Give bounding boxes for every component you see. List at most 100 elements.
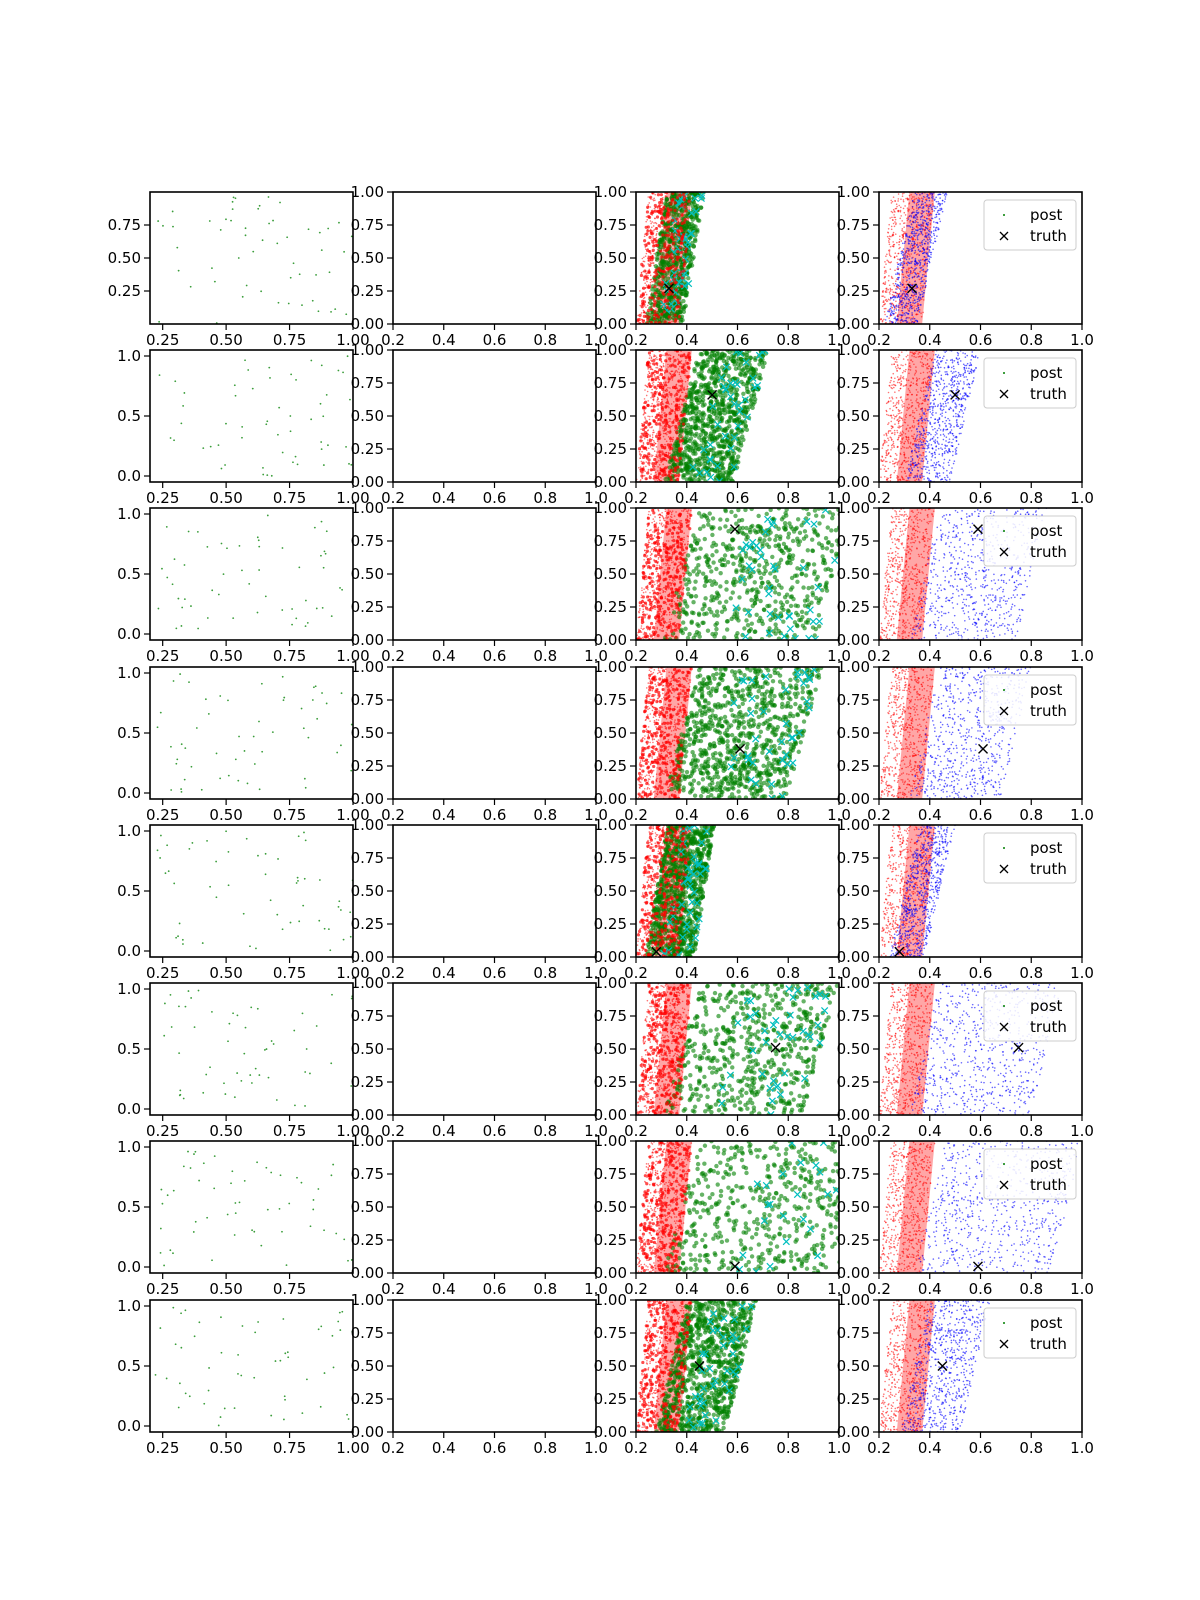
red-point xyxy=(662,270,665,273)
red-point xyxy=(413,465,415,467)
red-point xyxy=(408,250,411,253)
red-point xyxy=(439,381,441,383)
red-point xyxy=(653,225,655,227)
red-point xyxy=(411,419,413,421)
red-point xyxy=(434,287,436,289)
red-point xyxy=(428,229,430,231)
red-point xyxy=(417,362,419,364)
red-point xyxy=(407,294,409,296)
red-point xyxy=(644,235,646,237)
data-point xyxy=(272,220,274,222)
data-point xyxy=(337,370,339,372)
red-point xyxy=(654,199,656,201)
red-point xyxy=(413,221,415,223)
red-point xyxy=(429,426,431,428)
red-point xyxy=(414,237,416,239)
panel-r1-c4-ytick-label: 0.25 xyxy=(837,282,870,300)
red-point xyxy=(408,198,411,201)
red-point xyxy=(410,244,412,246)
green-point xyxy=(439,291,443,295)
red-point xyxy=(432,217,434,219)
red-point xyxy=(405,246,408,249)
green-point xyxy=(453,208,457,212)
red-point xyxy=(412,222,414,224)
green-point xyxy=(434,223,438,227)
red-point xyxy=(438,268,441,271)
red-point xyxy=(399,260,401,262)
green-point xyxy=(449,205,453,209)
red-point xyxy=(402,237,405,240)
green-point xyxy=(422,278,426,282)
red-point xyxy=(416,193,418,195)
green-point xyxy=(440,274,444,278)
red-point xyxy=(429,423,431,425)
green-point xyxy=(431,263,435,267)
red-point xyxy=(412,243,415,246)
red-point xyxy=(415,316,418,319)
green-point xyxy=(414,278,418,282)
green-point xyxy=(452,200,456,204)
red-point xyxy=(893,308,895,310)
red-point xyxy=(417,320,419,322)
red-point xyxy=(426,218,429,221)
blue-point xyxy=(914,231,916,233)
red-point xyxy=(411,475,413,477)
red-point xyxy=(420,269,422,271)
data-point xyxy=(262,474,264,476)
data-point xyxy=(329,271,331,273)
red-point xyxy=(405,457,407,459)
blue-point xyxy=(914,268,916,270)
red-point xyxy=(433,278,435,280)
green-point xyxy=(409,296,413,300)
red-point xyxy=(414,306,416,308)
blue-point xyxy=(921,242,923,244)
green-point xyxy=(437,220,441,224)
red-point xyxy=(880,318,882,320)
red-point xyxy=(648,250,651,253)
green-point xyxy=(432,275,436,279)
blue-point xyxy=(911,321,913,323)
red-point xyxy=(405,243,407,245)
blue-point xyxy=(900,283,902,285)
red-point xyxy=(889,251,891,253)
red-point xyxy=(426,277,428,279)
red-point xyxy=(438,253,440,255)
blue-point xyxy=(921,231,923,233)
green-point xyxy=(413,274,417,278)
blue-point xyxy=(912,247,914,249)
green-point xyxy=(419,273,423,277)
red-point xyxy=(898,244,900,246)
blue-point xyxy=(904,295,906,297)
blue-point xyxy=(913,241,915,243)
green-point xyxy=(447,249,451,253)
green-point xyxy=(416,278,420,282)
green-point xyxy=(442,198,446,202)
red-point xyxy=(409,311,412,314)
red-point xyxy=(420,254,423,257)
green-point xyxy=(443,237,447,241)
green-point xyxy=(424,193,428,197)
red-point xyxy=(441,218,444,221)
red-point xyxy=(439,280,441,282)
red-point xyxy=(402,311,404,313)
red-point xyxy=(680,229,683,232)
red-point xyxy=(443,221,445,223)
red-point xyxy=(412,198,414,200)
red-point xyxy=(415,234,418,237)
red-point xyxy=(893,209,895,211)
blue-point xyxy=(899,299,901,301)
red-point xyxy=(413,198,415,200)
red-point xyxy=(407,447,409,449)
red-point xyxy=(675,305,678,308)
red-point xyxy=(408,278,411,281)
blue-point xyxy=(922,240,924,242)
red-point xyxy=(429,264,431,266)
red-point xyxy=(419,303,422,306)
green-point xyxy=(437,275,441,279)
red-point xyxy=(439,275,441,277)
red-point xyxy=(418,396,420,398)
red-point xyxy=(402,234,404,236)
red-point xyxy=(414,403,416,405)
red-point xyxy=(421,382,423,384)
green-point xyxy=(417,234,421,238)
